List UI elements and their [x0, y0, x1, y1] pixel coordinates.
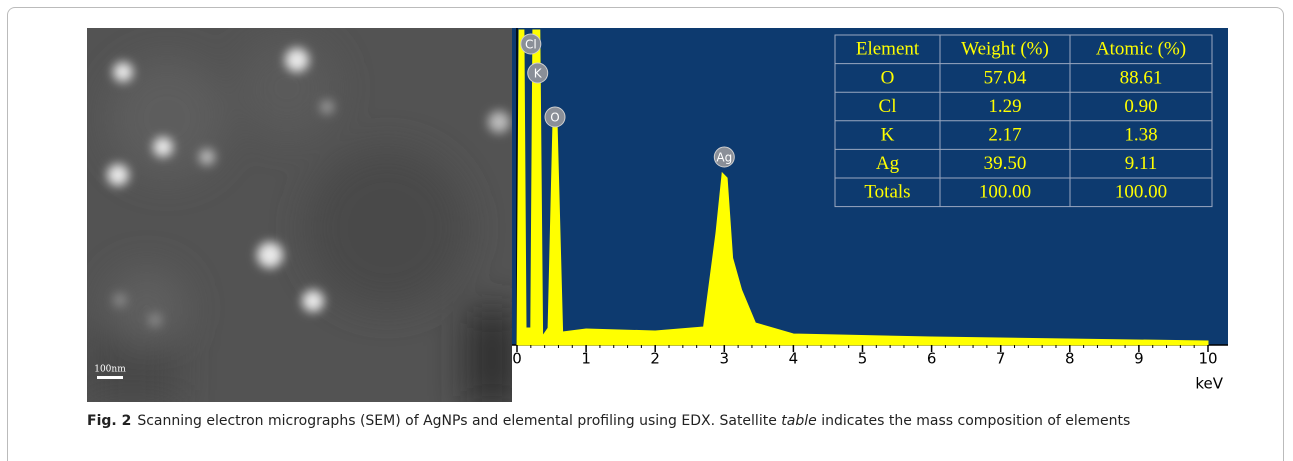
table-cell: Cl — [879, 96, 897, 117]
table-cell: 2.17 — [988, 124, 1021, 145]
caption-text: indicates the mass composition of elemen… — [817, 413, 1131, 429]
caption-italic: table — [781, 413, 816, 429]
x-tick-label: 2 — [650, 350, 660, 368]
page: 100nm 0 1 2 3 4 5 6 7 8 9 10 keV Cl K O Ag Element Weight… — [0, 0, 1293, 461]
table-cell: Totals — [864, 182, 910, 203]
caption: Fig. 2 Scanning electron micrographs (SEM… — [87, 411, 1237, 432]
caption-text: Scanning electron micrographs (SEM) of A… — [137, 413, 781, 429]
table-cell: 1.38 — [1124, 124, 1157, 145]
table-cell: Ag — [876, 153, 900, 174]
caption-label: Fig. 2 — [87, 413, 131, 429]
sem-image: 100nm — [87, 28, 517, 402]
x-tick-label: 3 — [720, 350, 730, 368]
x-tick-label: 4 — [789, 350, 799, 368]
table-header: Element — [856, 39, 920, 60]
peak-label: K — [534, 67, 543, 81]
x-tick-label: 6 — [927, 350, 937, 368]
table-header: Weight (%) — [961, 39, 1049, 60]
x-tick-label: 8 — [1065, 350, 1075, 368]
table-cell: 100.00 — [979, 182, 1031, 203]
table-cell: 9.11 — [1125, 153, 1158, 174]
x-axis-label: keV — [1195, 375, 1223, 393]
table-cell: 57.04 — [984, 67, 1027, 88]
table-cell: 39.50 — [984, 153, 1027, 174]
scale-bar-label: 100nm — [94, 365, 126, 375]
x-tick-label: 1 — [581, 350, 591, 368]
table-cell: 0.90 — [1124, 96, 1157, 117]
table-cell: K — [881, 124, 895, 145]
figure: 100nm 0 1 2 3 4 5 6 7 8 9 10 keV Cl K O Ag Element Weight… — [87, 28, 1228, 402]
x-tick-label: 5 — [858, 350, 868, 368]
x-tick-label: 7 — [996, 350, 1006, 368]
x-tick-label: 0 — [512, 350, 522, 368]
table-cell: 88.61 — [1120, 67, 1163, 88]
peak-label: O — [550, 111, 559, 125]
x-tick-label: 10 — [1198, 350, 1217, 368]
table-header: Atomic (%) — [1096, 39, 1186, 60]
x-tick-label: 9 — [1134, 350, 1144, 368]
table-cell: O — [881, 67, 895, 88]
table-cell: 1.29 — [988, 96, 1021, 117]
peak-label: Ag — [716, 151, 732, 165]
peak-label: Cl — [525, 38, 537, 52]
table-cell: 100.00 — [1115, 182, 1167, 203]
